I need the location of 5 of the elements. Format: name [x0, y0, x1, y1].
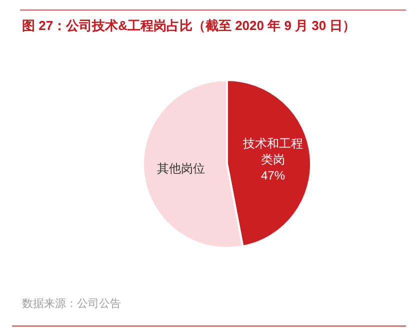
- slice-label: 技术和工程类岗: [242, 136, 303, 167]
- chart-title: 图 27：公司技术&工程岗占比（截至 2020 年 9 月 30 日）: [22, 18, 356, 33]
- slice-label: 其他岗位: [157, 161, 206, 176]
- source-note: 数据来源：公司公告: [22, 297, 121, 310]
- data-label: 47%: [260, 168, 286, 183]
